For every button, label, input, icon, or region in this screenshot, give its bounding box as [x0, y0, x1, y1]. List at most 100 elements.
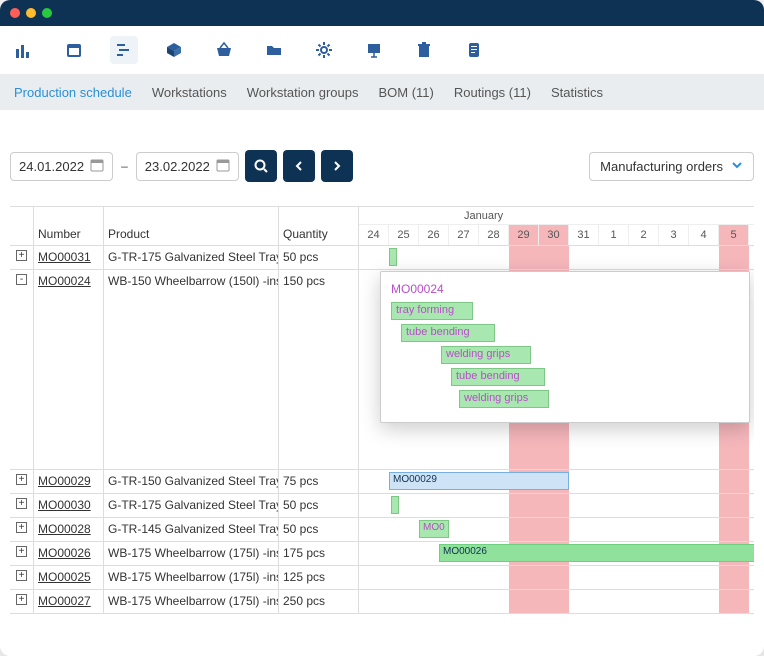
date-from-input[interactable]: 24.01.2022	[10, 152, 113, 181]
product-cell: WB-175 Wheelbarrow (175l) -ins	[104, 590, 279, 613]
quantity-cell: 50 pcs	[279, 494, 359, 517]
day-cell: 25	[389, 225, 419, 245]
expand-toggle[interactable]: +	[16, 250, 27, 261]
view-selector-label: Manufacturing orders	[600, 159, 723, 174]
search-button[interactable]	[245, 150, 277, 182]
quantity-cell: 250 pcs	[279, 590, 359, 613]
date-separator: –	[121, 159, 128, 173]
timeline-cell: MO0	[359, 518, 754, 541]
cube-icon[interactable]	[160, 36, 188, 64]
timeline-cell	[359, 246, 754, 269]
expand-toggle[interactable]: +	[16, 594, 27, 605]
day-cell: 29	[509, 225, 539, 245]
table-row: + MO00028 G-TR-145 Galvanized Steel Tray50…	[10, 518, 754, 542]
schedule-grid: Number Product Quantity January 24252627…	[10, 206, 754, 646]
quantity-cell: 50 pcs	[279, 518, 359, 541]
calendar-icon[interactable]	[60, 36, 88, 64]
tab-production-schedule[interactable]: Production schedule	[14, 85, 132, 100]
expand-toggle[interactable]: +	[16, 570, 27, 581]
day-cell: 4	[689, 225, 719, 245]
table-row: +MO00029G-TR-150 Galvanized Steel Tray75…	[10, 470, 754, 494]
month-label: January	[464, 210, 503, 222]
timeline-header: January 242526272829303112345	[359, 207, 754, 245]
day-cell: 2	[629, 225, 659, 245]
product-cell: G-TR-175 Galvanized Steel Tray	[104, 246, 279, 269]
tab-statistics[interactable]: Statistics	[551, 85, 603, 100]
chevron-down-icon	[731, 159, 743, 174]
table-row: + MO00031 G-TR-175 Galvanized Steel Tray50…	[10, 246, 754, 270]
product-cell: WB-175 Wheelbarrow (175l) -ins	[104, 566, 279, 589]
timeline-cell	[359, 270, 754, 469]
date-to-value: 23.02.2022	[145, 159, 210, 174]
product-cell: G-TR-150 Galvanized Steel Tray	[104, 470, 279, 493]
minimize-dot[interactable]	[26, 8, 36, 18]
expand-toggle[interactable]: -	[16, 274, 27, 285]
timeline-cell: MO00026	[359, 542, 754, 565]
expand-toggle[interactable]: +	[16, 498, 27, 509]
tab-workstations[interactable]: Workstations	[152, 85, 227, 100]
trash-icon[interactable]	[410, 36, 438, 64]
view-selector[interactable]: Manufacturing orders	[589, 152, 754, 181]
mo-link[interactable]: MO00027	[38, 594, 91, 608]
day-cell: 30	[539, 225, 569, 245]
mo-link[interactable]: MO00025	[38, 570, 91, 584]
date-to-input[interactable]: 23.02.2022	[136, 152, 239, 181]
day-cell: 24	[359, 225, 389, 245]
day-cell: 28	[479, 225, 509, 245]
quantity-cell: 125 pcs	[279, 566, 359, 589]
product-cell: G-TR-145 Galvanized Steel Tray	[104, 518, 279, 541]
mo-link[interactable]: MO00024	[38, 274, 91, 288]
day-cell: 3	[659, 225, 689, 245]
product-cell: G-TR-175 Galvanized Steel Tray	[104, 494, 279, 517]
expand-toggle[interactable]: +	[16, 546, 27, 557]
app-window: Production schedule Workstations Workstati…	[0, 0, 764, 656]
col-header-number: Number	[34, 207, 104, 245]
basket-icon[interactable]	[210, 36, 238, 64]
timeline-cell	[359, 590, 754, 613]
quantity-cell: 50 pcs	[279, 246, 359, 269]
folder-icon[interactable]	[260, 36, 288, 64]
gantt-bar[interactable]	[391, 496, 399, 514]
maximize-dot[interactable]	[42, 8, 52, 18]
expand-toggle[interactable]: +	[16, 522, 27, 533]
day-cell: 31	[569, 225, 599, 245]
document-icon[interactable]	[460, 36, 488, 64]
calendar-picker-icon[interactable]	[90, 158, 104, 175]
timeline-cell: MO00029	[359, 470, 754, 493]
mo-link[interactable]: MO00031	[38, 250, 91, 264]
table-row: +MO00026WB-175 Wheelbarrow (175l) -ins17…	[10, 542, 754, 566]
tab-workstation-groups[interactable]: Workstation groups	[247, 85, 359, 100]
bar-chart-icon[interactable]	[10, 36, 38, 64]
quantity-cell: 175 pcs	[279, 542, 359, 565]
day-cell: 5	[719, 225, 749, 245]
grid-header: Number Product Quantity January 24252627…	[10, 207, 754, 246]
table-row: + MO00027 WB-175 Wheelbarrow (175l) -ins25…	[10, 590, 754, 614]
timeline-cell	[359, 566, 754, 589]
tabbar: Production schedule Workstations Workstati…	[0, 74, 764, 110]
tab-routings-11-[interactable]: Routings (11)	[454, 85, 531, 100]
expand-toggle[interactable]: +	[16, 474, 27, 485]
gantt-bar[interactable]	[389, 248, 397, 266]
calendar-picker-icon[interactable]	[216, 158, 230, 175]
gantt-bar[interactable]: MO00026	[439, 544, 754, 562]
mo-link[interactable]: MO00030	[38, 498, 91, 512]
product-cell: WB-150 Wheelbarrow (150l) -ins	[104, 270, 279, 469]
mo-link[interactable]: MO00028	[38, 522, 91, 536]
gantt-bar[interactable]: MO00029	[389, 472, 569, 490]
day-cell: 27	[449, 225, 479, 245]
gear-icon[interactable]	[310, 36, 338, 64]
date-from-value: 24.01.2022	[19, 159, 84, 174]
presentation-icon[interactable]	[360, 36, 388, 64]
next-button[interactable]	[321, 150, 353, 182]
gantt-icon[interactable]	[110, 36, 138, 64]
mo-link[interactable]: MO00026	[38, 546, 91, 560]
quantity-cell: 150 pcs	[279, 270, 359, 469]
tab-bom-11-[interactable]: BOM (11)	[378, 85, 433, 100]
titlebar	[0, 0, 764, 26]
close-dot[interactable]	[10, 8, 20, 18]
gantt-bar[interactable]: MO0	[419, 520, 449, 538]
content-area: 24.01.2022 – 23.02.2022 Manufacturing or…	[0, 110, 764, 656]
mo-link[interactable]: MO00029	[38, 474, 91, 488]
day-cell: 26	[419, 225, 449, 245]
prev-button[interactable]	[283, 150, 315, 182]
